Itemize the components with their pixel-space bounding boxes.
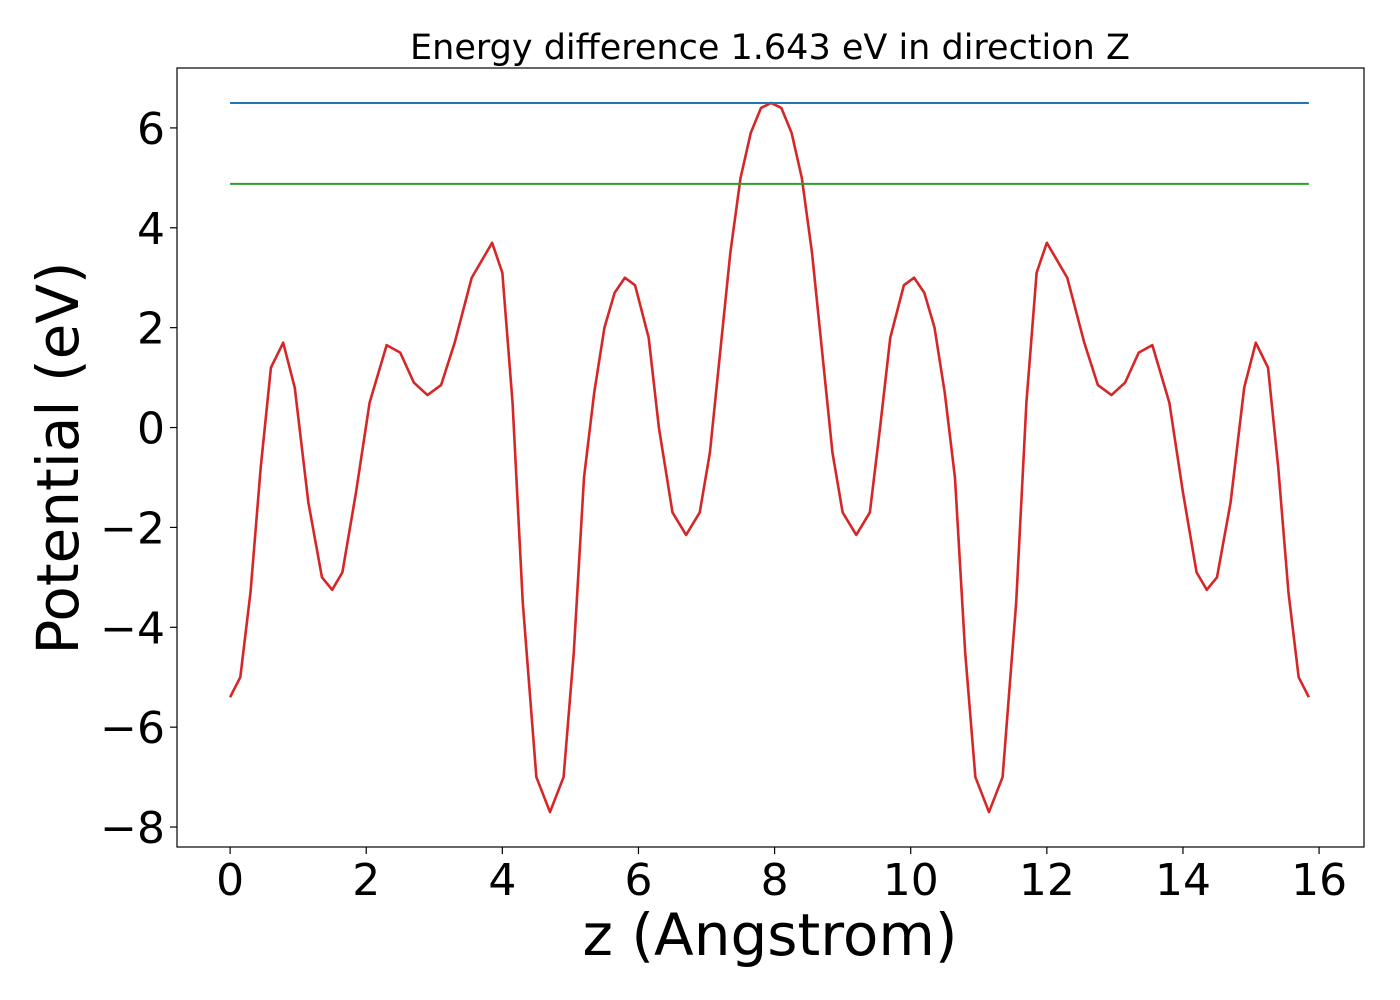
y-tick-label: 4	[137, 204, 165, 255]
y-tick-label: −2	[100, 503, 165, 554]
x-tick-label: 10	[883, 855, 939, 906]
x-axis-label: z (Angstrom)	[583, 901, 958, 969]
series-layer	[228, 101, 1311, 814]
x-tick-label: 12	[1019, 855, 1075, 906]
y-axis: −8 −6 −4 −2 0 2 4 6	[100, 104, 177, 854]
x-tick-label: 2	[352, 855, 380, 906]
x-tick-label: 4	[488, 855, 516, 906]
x-tick-label: 8	[761, 855, 789, 906]
y-tick-label: −8	[100, 803, 165, 854]
chart-title: Energy difference 1.643 eV in direction …	[410, 28, 1130, 68]
y-tick-label: −6	[100, 703, 165, 754]
x-axis: 0 2 4 6 8 10 12 14 16	[216, 847, 1347, 906]
x-tick-label: 14	[1155, 855, 1211, 906]
y-tick-label: −4	[100, 603, 165, 654]
y-tick-label: 2	[137, 304, 165, 355]
x-tick-label: 0	[216, 855, 244, 906]
x-tick-label: 6	[624, 855, 652, 906]
x-tick-label: 16	[1291, 855, 1347, 906]
y-axis-label: Potential (eV)	[24, 261, 92, 654]
y-tick-label: 0	[137, 404, 165, 455]
plot-frame	[176, 67, 1365, 848]
y-tick-label: 6	[137, 104, 165, 155]
